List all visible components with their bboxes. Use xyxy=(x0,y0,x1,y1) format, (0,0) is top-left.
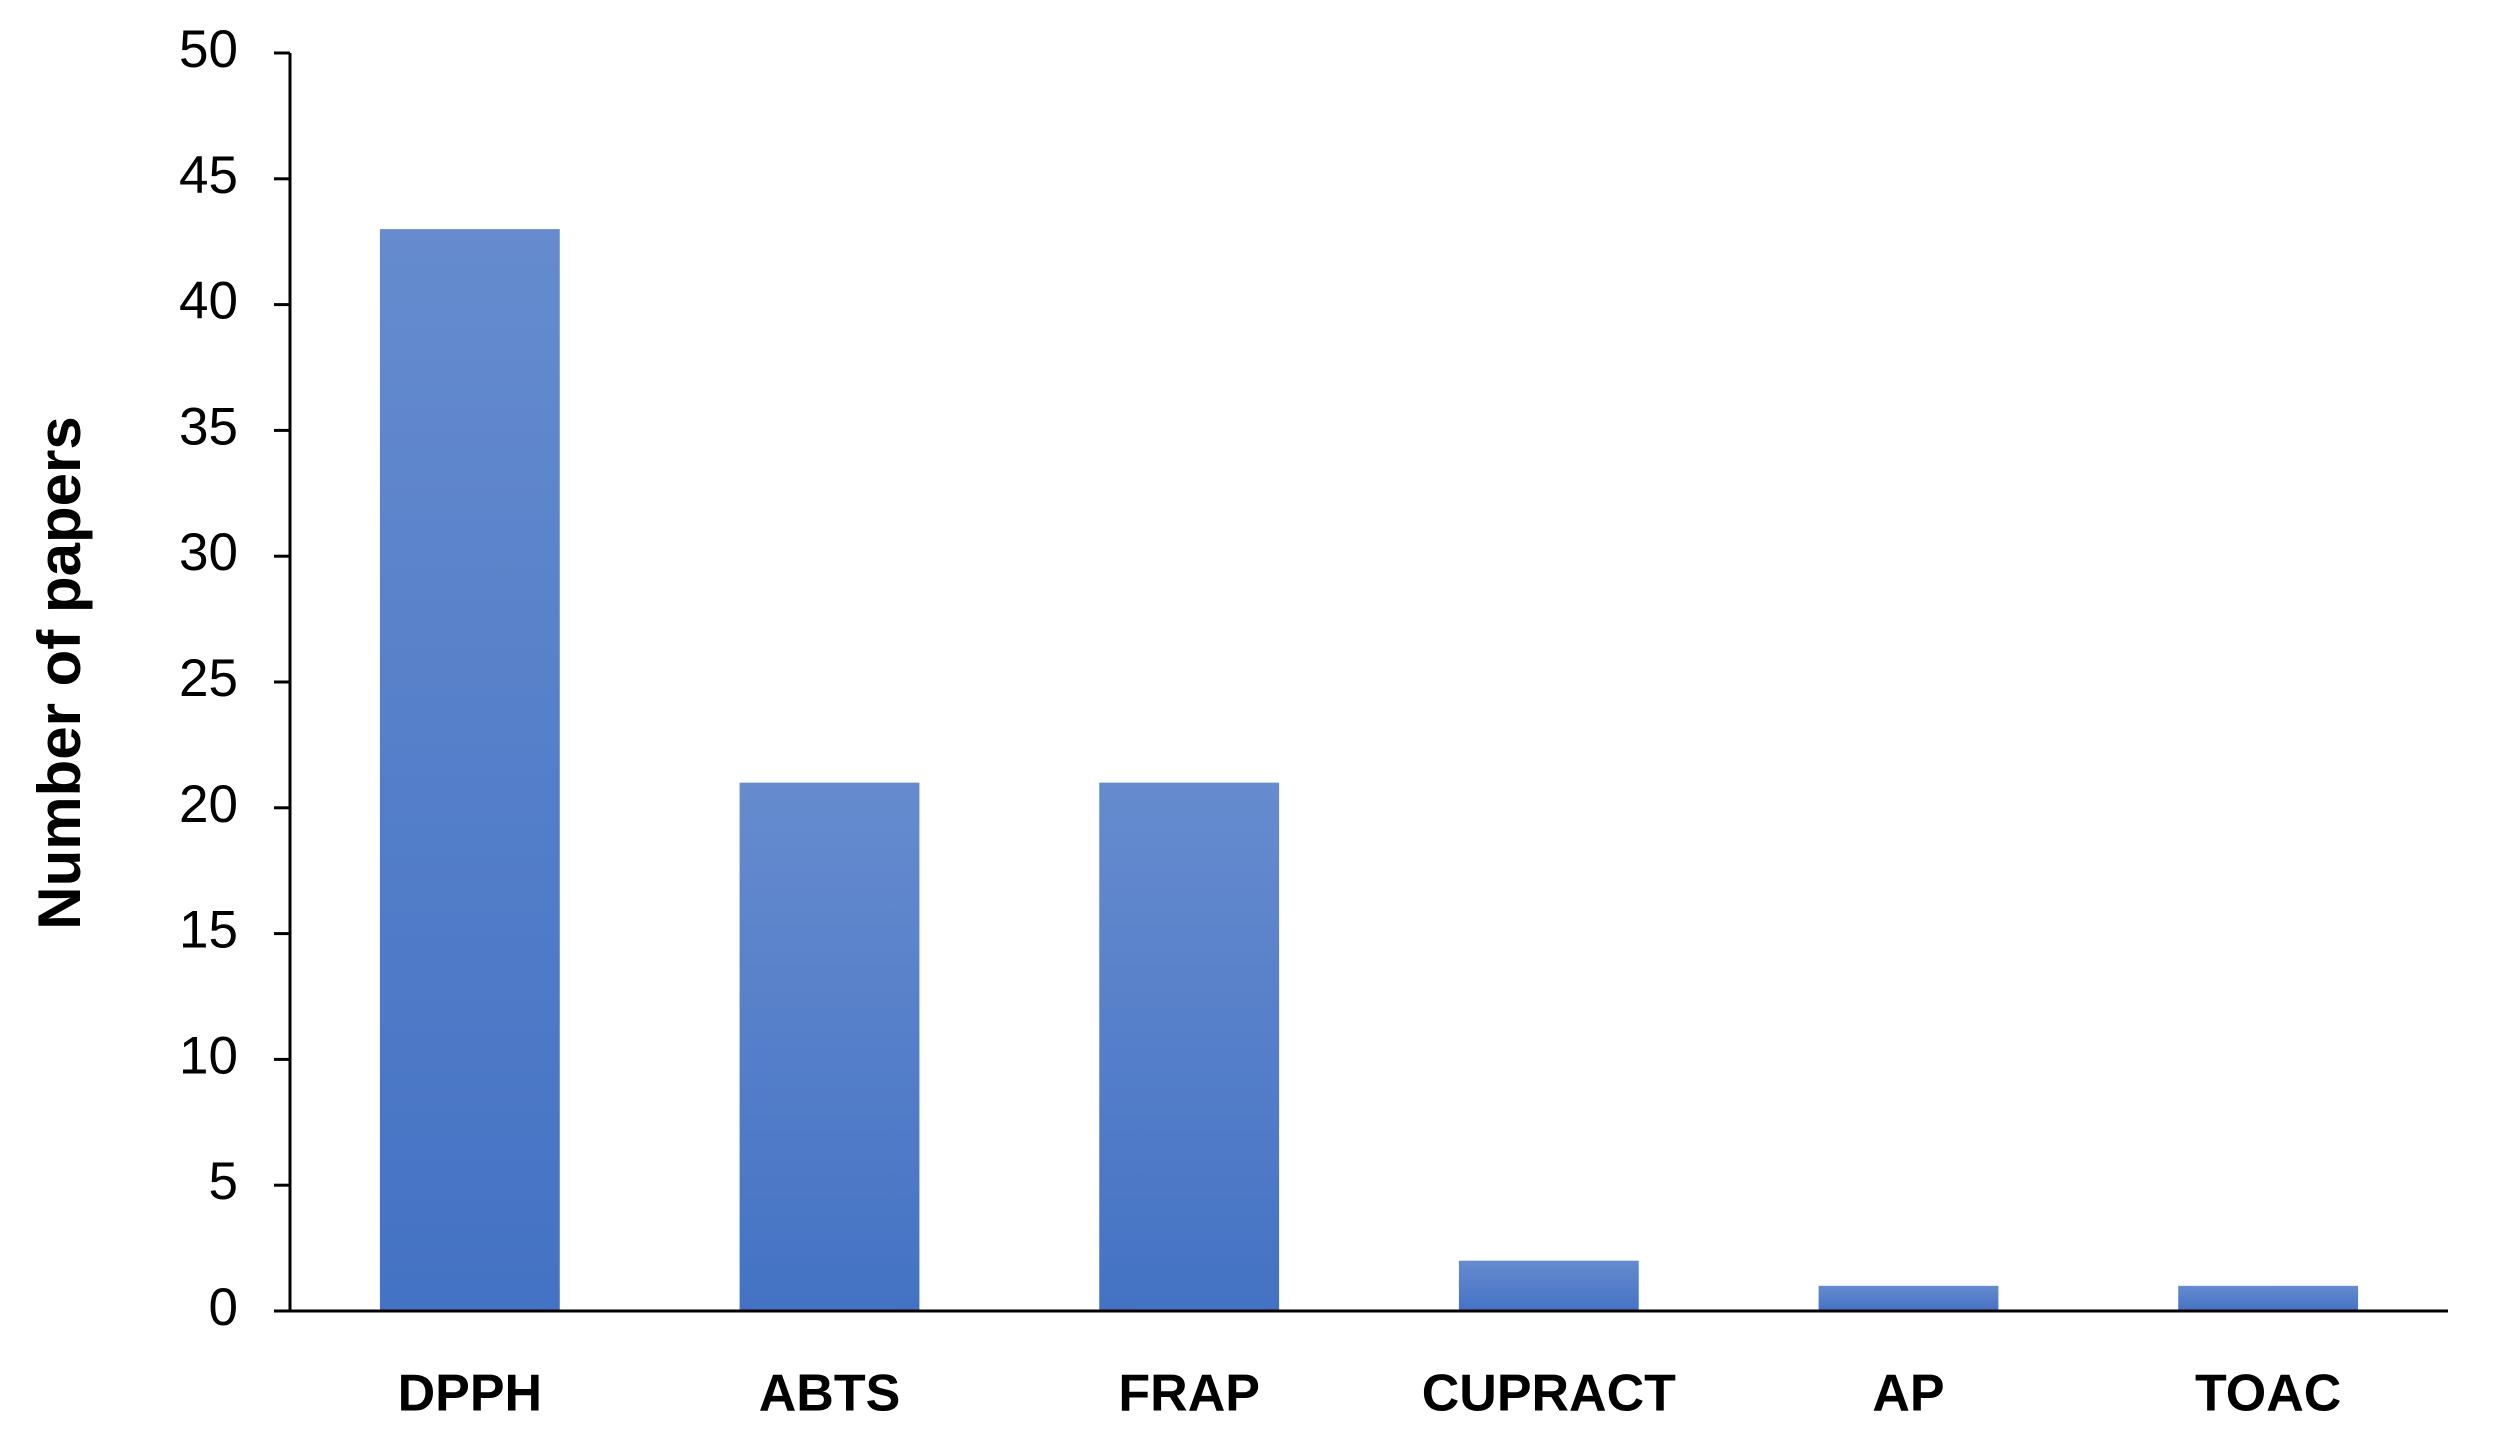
y-tick-label: 25 xyxy=(179,649,238,708)
x-tick-label: TOAC xyxy=(2195,1365,2341,1423)
bar xyxy=(2178,1285,2359,1311)
y-tick-label: 5 xyxy=(209,1152,238,1211)
y-tick-label: 45 xyxy=(179,146,238,205)
y-tick-label: 50 xyxy=(179,20,238,79)
y-tick-label: 20 xyxy=(179,775,238,834)
bar xyxy=(1458,1260,1639,1311)
x-tick-label: ABTS xyxy=(759,1365,901,1423)
y-tick-label: 0 xyxy=(209,1278,238,1337)
y-tick-label: 35 xyxy=(179,397,238,456)
bar xyxy=(379,229,560,1311)
x-tick-label: DPPH xyxy=(398,1365,542,1423)
x-tick-label: AP xyxy=(1872,1365,1944,1423)
y-tick-label: 15 xyxy=(179,901,238,960)
bar xyxy=(1099,782,1280,1311)
y-axis-title: Number of papers xyxy=(26,416,93,929)
y-tick-label: 40 xyxy=(179,272,238,331)
bar xyxy=(1818,1285,1999,1311)
y-tick-label: 10 xyxy=(179,1026,238,1085)
x-tick-label: FRAP xyxy=(1118,1365,1260,1423)
bar xyxy=(739,782,920,1311)
x-tick-label: CUPRACT xyxy=(1422,1365,1676,1423)
y-tick-label: 30 xyxy=(179,523,238,582)
